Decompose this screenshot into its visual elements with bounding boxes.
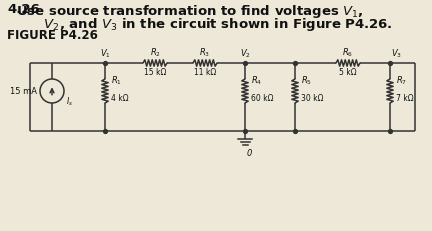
Text: $R_6$: $R_6$ (343, 46, 353, 59)
Text: 4 kΩ: 4 kΩ (111, 94, 129, 103)
Text: $V_2$: $V_2$ (240, 48, 251, 60)
Text: 5 kΩ: 5 kΩ (339, 68, 357, 77)
Text: $R_5$: $R_5$ (301, 75, 312, 87)
Text: 7 kΩ: 7 kΩ (396, 94, 413, 103)
Text: $I_s$: $I_s$ (66, 96, 73, 109)
Text: $R_1$: $R_1$ (111, 75, 122, 87)
Text: $V_1$: $V_1$ (99, 48, 111, 60)
Text: 11 kΩ: 11 kΩ (194, 68, 216, 77)
Text: 60 kΩ: 60 kΩ (251, 94, 273, 103)
Text: $R_3$: $R_3$ (200, 46, 210, 59)
Text: 0: 0 (247, 149, 252, 158)
Text: 15 kΩ: 15 kΩ (144, 68, 166, 77)
Text: 30 kΩ: 30 kΩ (301, 94, 324, 103)
Text: $V_2$, and $V_3$ in the circuit shown in Figure P4.26.: $V_2$, and $V_3$ in the circuit shown in… (7, 16, 392, 33)
Text: 4.26: 4.26 (7, 3, 40, 16)
Text: 15 mA: 15 mA (10, 86, 37, 95)
Text: $V_3$: $V_3$ (391, 48, 402, 60)
Text: Use source transformation to find voltages $V_1$,: Use source transformation to find voltag… (7, 3, 364, 20)
Text: $R_4$: $R_4$ (251, 75, 262, 87)
Text: $R_7$: $R_7$ (396, 75, 407, 87)
Text: $R_2$: $R_2$ (149, 46, 160, 59)
Text: FIGURE P4.26: FIGURE P4.26 (7, 29, 98, 42)
